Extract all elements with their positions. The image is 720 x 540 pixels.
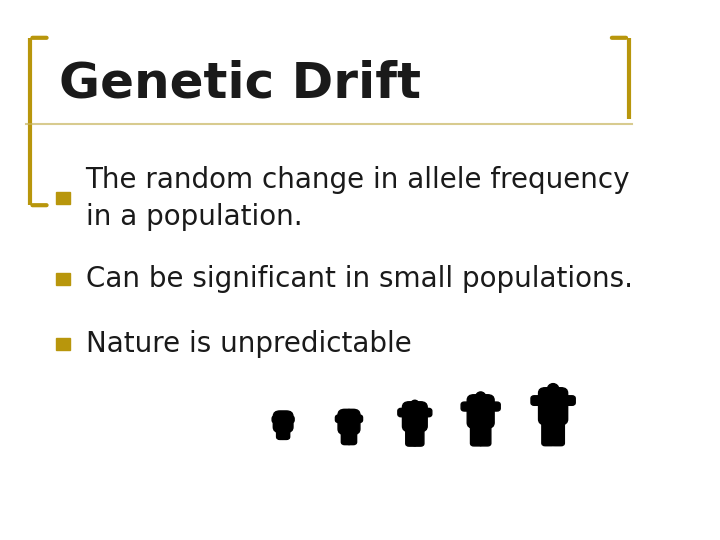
Text: Nature is unpredictable: Nature is unpredictable [86, 330, 411, 358]
FancyBboxPatch shape [341, 426, 351, 444]
FancyBboxPatch shape [338, 409, 360, 434]
FancyBboxPatch shape [484, 402, 500, 411]
Ellipse shape [281, 413, 286, 417]
FancyBboxPatch shape [398, 408, 413, 417]
FancyBboxPatch shape [479, 419, 491, 446]
FancyBboxPatch shape [280, 424, 289, 440]
FancyBboxPatch shape [557, 396, 575, 406]
FancyBboxPatch shape [539, 388, 567, 424]
FancyBboxPatch shape [274, 411, 293, 433]
Ellipse shape [547, 383, 559, 395]
FancyBboxPatch shape [552, 415, 564, 445]
Text: Genetic Drift: Genetic Drift [59, 60, 421, 107]
FancyBboxPatch shape [542, 415, 555, 445]
FancyBboxPatch shape [56, 192, 71, 204]
FancyBboxPatch shape [413, 423, 424, 446]
Text: The random change in allele frequency
in a population.: The random change in allele frequency in… [86, 166, 630, 231]
Ellipse shape [346, 409, 352, 416]
FancyBboxPatch shape [531, 396, 549, 406]
Ellipse shape [410, 400, 419, 409]
FancyBboxPatch shape [402, 402, 427, 431]
FancyBboxPatch shape [276, 424, 286, 440]
FancyBboxPatch shape [56, 273, 71, 285]
FancyBboxPatch shape [417, 408, 432, 417]
Text: Can be significant in small populations.: Can be significant in small populations. [86, 265, 633, 293]
FancyBboxPatch shape [470, 419, 482, 446]
FancyBboxPatch shape [350, 415, 363, 423]
Ellipse shape [476, 392, 486, 402]
FancyBboxPatch shape [283, 416, 294, 423]
FancyBboxPatch shape [346, 426, 356, 444]
FancyBboxPatch shape [467, 395, 494, 428]
FancyBboxPatch shape [56, 338, 71, 350]
FancyBboxPatch shape [336, 415, 348, 423]
FancyBboxPatch shape [406, 423, 417, 446]
FancyBboxPatch shape [461, 402, 477, 411]
FancyBboxPatch shape [272, 416, 284, 423]
